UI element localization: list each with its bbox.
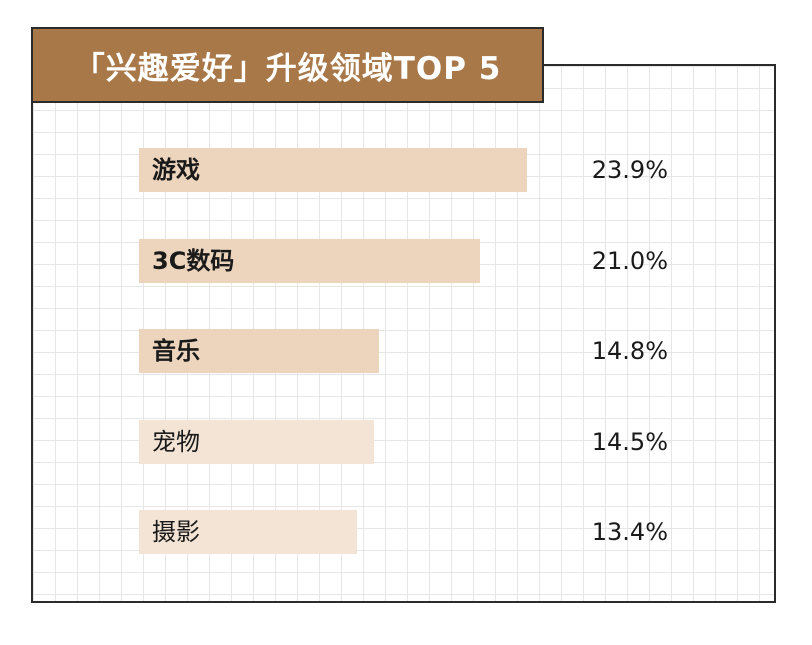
chart-title-box: 「兴趣爱好」升级领域TOP 5 [31, 27, 544, 103]
bar-label-4: 宠物 [152, 428, 200, 456]
bar-5 [139, 510, 357, 554]
bar-label-2: 3C数码 [152, 247, 235, 275]
bar-value-label-3: 14.8% [591, 337, 668, 365]
bar-label-3: 音乐 [152, 337, 200, 365]
bar-value-label-4: 14.5% [591, 428, 668, 456]
bar-label-1: 游戏 [152, 156, 200, 184]
bar-label-5: 摄影 [152, 518, 200, 546]
bar-value-label-2: 21.0% [591, 247, 668, 275]
bar-4 [139, 420, 374, 464]
bar-2 [139, 239, 480, 283]
bar-3 [139, 329, 379, 373]
bar-value-label-5: 13.4% [591, 518, 668, 546]
bar-value-label-1: 23.9% [591, 156, 668, 184]
chart-title: 「兴趣爱好」升级领域TOP 5 [73, 50, 502, 87]
bar-1 [139, 148, 527, 192]
